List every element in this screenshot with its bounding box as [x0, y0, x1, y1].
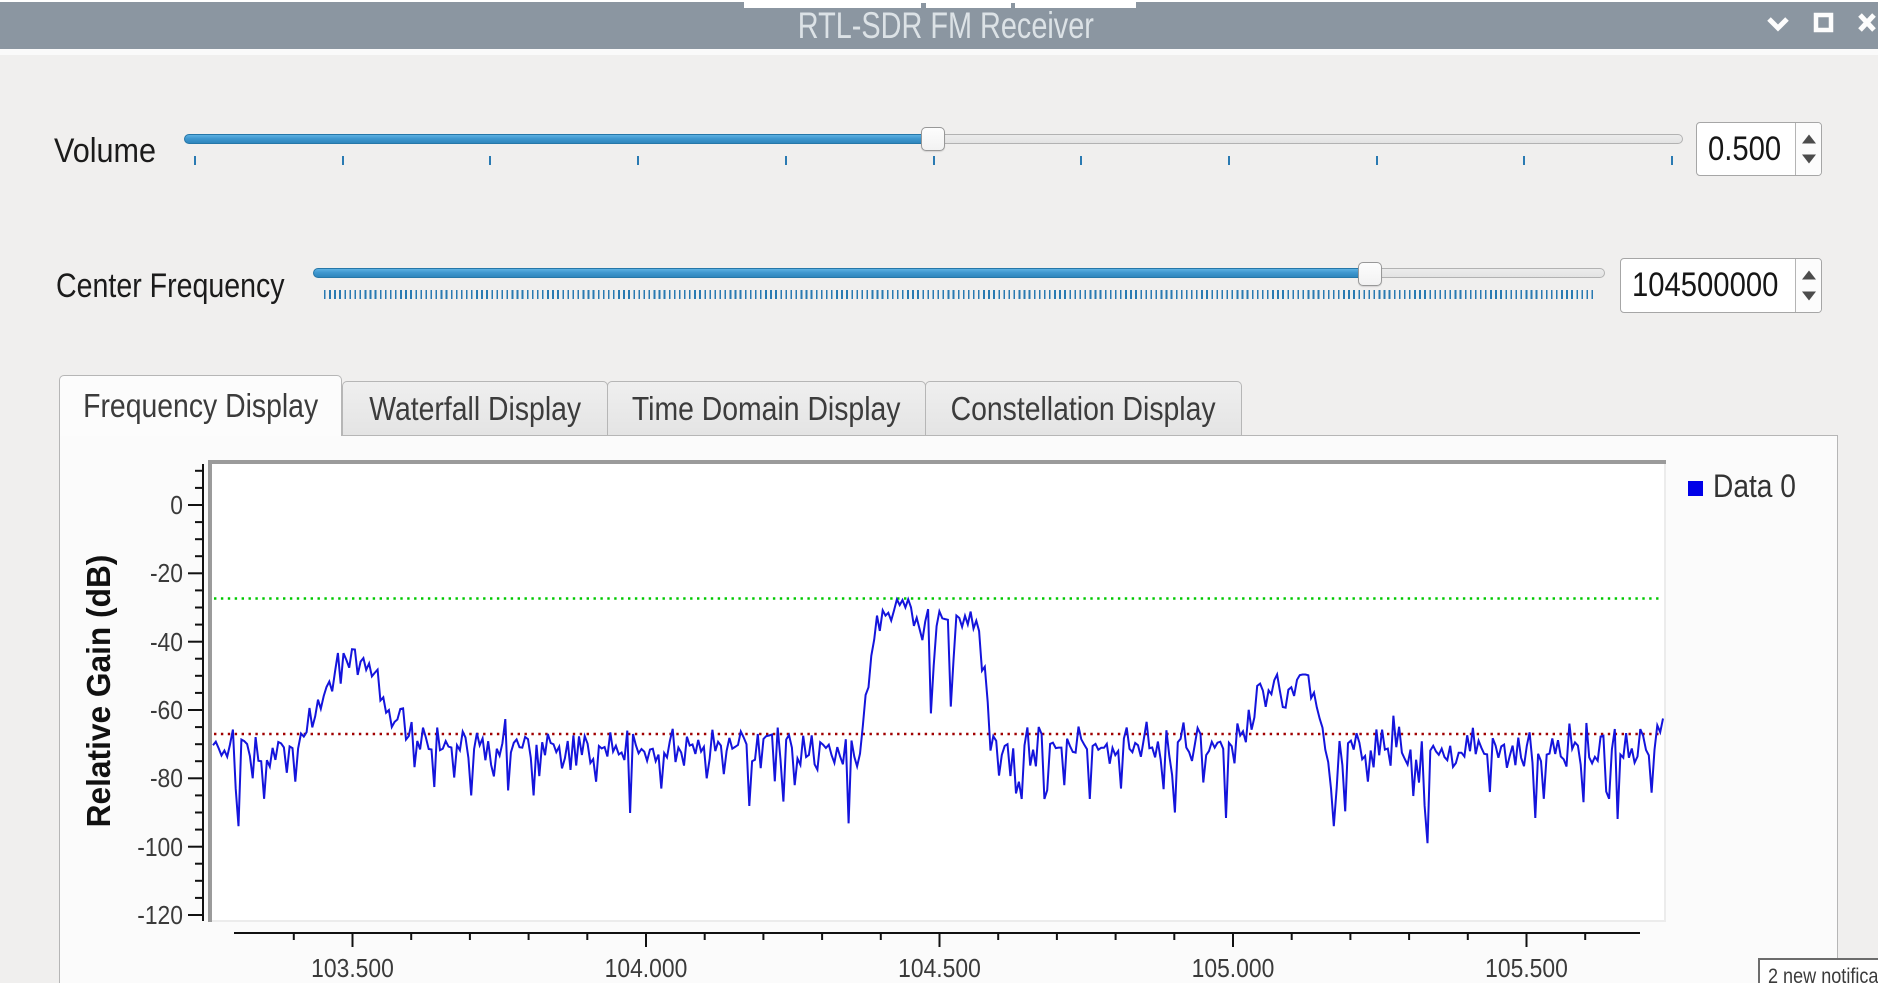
svg-text:Data 0: Data 0 — [1713, 469, 1796, 504]
svg-text:-100: -100 — [137, 834, 183, 863]
svg-text:Relative Gain (dB): Relative Gain (dB) — [80, 555, 117, 828]
svg-text:105.000: 105.000 — [1192, 955, 1275, 983]
svg-text:104.000: 104.000 — [605, 955, 688, 983]
svg-text:-80: -80 — [150, 765, 183, 794]
svg-text:105.500: 105.500 — [1485, 955, 1568, 983]
svg-text:104.500: 104.500 — [898, 955, 981, 983]
svg-text:103.500: 103.500 — [311, 955, 394, 983]
svg-text:0: 0 — [170, 492, 183, 521]
svg-text:-40: -40 — [150, 629, 183, 658]
svg-text:-60: -60 — [150, 697, 183, 726]
svg-text:-20: -20 — [150, 560, 183, 589]
svg-text:-120: -120 — [137, 902, 183, 931]
